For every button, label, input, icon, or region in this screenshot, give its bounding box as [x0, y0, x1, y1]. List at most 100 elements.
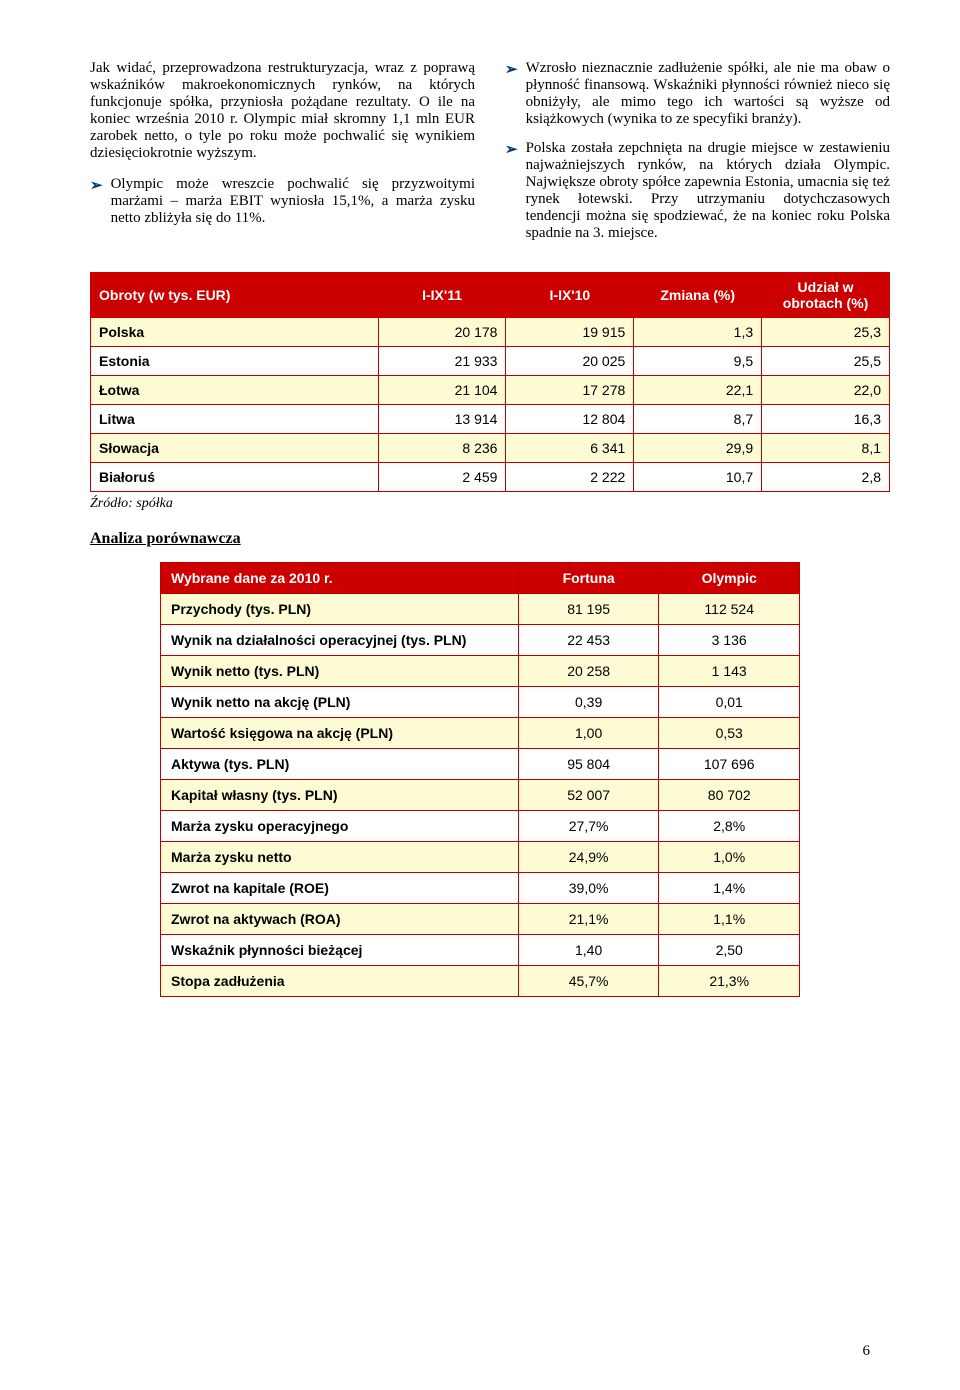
table-cell: 21 933	[378, 347, 506, 376]
table-row: Polska20 17819 9151,325,3	[91, 318, 890, 347]
table-cell: 8 236	[378, 434, 506, 463]
table-row: Wartość księgowa na akcję (PLN)1,000,53	[161, 718, 800, 749]
table-cell: 112 524	[659, 594, 800, 625]
table-cell: Zwrot na kapitale (ROE)	[161, 873, 519, 904]
table-row: Marża zysku operacyjnego27,7%2,8%	[161, 811, 800, 842]
table-row: Słowacja8 2366 34129,98,1	[91, 434, 890, 463]
table-cell: 17 278	[506, 376, 634, 405]
table-cell: Wynik na działalności operacyjnej (tys. …	[161, 625, 519, 656]
table-cell: 22 453	[518, 625, 659, 656]
bullet-text: Wzrosło nieznacznie zadłużenie spółki, a…	[526, 60, 890, 128]
table-cell: 95 804	[518, 749, 659, 780]
table-cell: 29,9	[634, 434, 762, 463]
revenue-table: Obroty (w tys. EUR) I-IX'11 I-IX'10 Zmia…	[90, 272, 890, 492]
table-cell: Marża zysku netto	[161, 842, 519, 873]
table-row: Stopa zadłużenia45,7%21,3%	[161, 966, 800, 997]
table-cell: Polska	[91, 318, 379, 347]
table-cell: 0,01	[659, 687, 800, 718]
bullet-item: ➢ Olympic może wreszcie pochwalić się pr…	[90, 176, 475, 227]
table-cell: 22,1	[634, 376, 762, 405]
table-header-cell: Wybrane dane za 2010 r.	[161, 563, 519, 594]
table-header-cell: I-IX'11	[378, 273, 506, 318]
table-cell: Litwa	[91, 405, 379, 434]
table-cell: Łotwa	[91, 376, 379, 405]
table-cell: 80 702	[659, 780, 800, 811]
table-cell: 12 804	[506, 405, 634, 434]
table-cell: 39,0%	[518, 873, 659, 904]
bullet-text: Polska została zepchnięta na drugie miej…	[526, 140, 890, 242]
table-cell: 1,4%	[659, 873, 800, 904]
table-cell: 6 341	[506, 434, 634, 463]
table-cell: 8,1	[762, 434, 890, 463]
table-cell: 1,1%	[659, 904, 800, 935]
table-row: Wskaźnik płynności bieżącej1,402,50	[161, 935, 800, 966]
arrow-icon: ➢	[505, 60, 518, 128]
table-cell: 81 195	[518, 594, 659, 625]
paragraph: Jak widać, przeprowadzona restrukturyzac…	[90, 60, 475, 162]
table-header-cell: Udział w obrotach (%)	[762, 273, 890, 318]
table-source: Źródło: spółka	[90, 496, 890, 512]
table-cell: 25,5	[762, 347, 890, 376]
table-cell: Przychody (tys. PLN)	[161, 594, 519, 625]
table-row: Estonia21 93320 0259,525,5	[91, 347, 890, 376]
bullet-text: Olympic może wreszcie pochwalić się przy…	[111, 176, 475, 227]
table-cell: 1 143	[659, 656, 800, 687]
table-row: Zwrot na aktywach (ROA)21,1%1,1%	[161, 904, 800, 935]
arrow-icon: ➢	[90, 176, 103, 227]
table-cell: 2,8	[762, 463, 890, 492]
table-header-cell: Obroty (w tys. EUR)	[91, 273, 379, 318]
table-cell: 22,0	[762, 376, 890, 405]
table-row: Wynik na działalności operacyjnej (tys. …	[161, 625, 800, 656]
table-cell: 21 104	[378, 376, 506, 405]
table-cell: 19 915	[506, 318, 634, 347]
arrow-icon: ➢	[505, 140, 518, 242]
table-cell: Białoruś	[91, 463, 379, 492]
bullet-item: ➢ Polska została zepchnięta na drugie mi…	[505, 140, 890, 242]
table-cell: 0,39	[518, 687, 659, 718]
table-cell: 45,7%	[518, 966, 659, 997]
table-cell: Aktywa (tys. PLN)	[161, 749, 519, 780]
table-cell: Wynik netto na akcję (PLN)	[161, 687, 519, 718]
table-cell: 20 025	[506, 347, 634, 376]
table-cell: 1,3	[634, 318, 762, 347]
table-row: Aktywa (tys. PLN)95 804107 696	[161, 749, 800, 780]
table-cell: 2,50	[659, 935, 800, 966]
table-cell: Wartość księgowa na akcję (PLN)	[161, 718, 519, 749]
right-column: ➢ Wzrosło nieznacznie zadłużenie spółki,…	[505, 60, 890, 254]
table-row: Wynik netto na akcję (PLN)0,390,01	[161, 687, 800, 718]
table-cell: 1,40	[518, 935, 659, 966]
table-cell: Wskaźnik płynności bieżącej	[161, 935, 519, 966]
table-cell: 20 258	[518, 656, 659, 687]
table-header-cell: Fortuna	[518, 563, 659, 594]
table-row: Łotwa21 10417 27822,122,0	[91, 376, 890, 405]
page-number: 6	[863, 1343, 871, 1360]
table-header-row: Obroty (w tys. EUR) I-IX'11 I-IX'10 Zmia…	[91, 273, 890, 318]
table-row: Kapitał własny (tys. PLN)52 00780 702	[161, 780, 800, 811]
table-cell: 2 222	[506, 463, 634, 492]
table-cell: 10,7	[634, 463, 762, 492]
table-cell: 0,53	[659, 718, 800, 749]
table-cell: 21,3%	[659, 966, 800, 997]
table-cell: 21,1%	[518, 904, 659, 935]
table-cell: Marża zysku operacyjnego	[161, 811, 519, 842]
table-row: Wynik netto (tys. PLN)20 2581 143	[161, 656, 800, 687]
bullet-item: ➢ Wzrosło nieznacznie zadłużenie spółki,…	[505, 60, 890, 128]
table-row: Marża zysku netto24,9%1,0%	[161, 842, 800, 873]
table-cell: Wynik netto (tys. PLN)	[161, 656, 519, 687]
table-cell: Estonia	[91, 347, 379, 376]
table-cell: 24,9%	[518, 842, 659, 873]
table-cell: 1,0%	[659, 842, 800, 873]
table-row: Przychody (tys. PLN)81 195112 524	[161, 594, 800, 625]
two-column-text: Jak widać, przeprowadzona restrukturyzac…	[90, 60, 890, 254]
table-header-cell: Olympic	[659, 563, 800, 594]
table-row: Białoruś2 4592 22210,72,8	[91, 463, 890, 492]
table-cell: Stopa zadłużenia	[161, 966, 519, 997]
table-cell: 52 007	[518, 780, 659, 811]
table-row: Litwa13 91412 8048,716,3	[91, 405, 890, 434]
table-cell: 1,00	[518, 718, 659, 749]
left-column: Jak widać, przeprowadzona restrukturyzac…	[90, 60, 475, 254]
table-cell: 3 136	[659, 625, 800, 656]
table-cell: Kapitał własny (tys. PLN)	[161, 780, 519, 811]
table-header-cell: Zmiana (%)	[634, 273, 762, 318]
table-header-cell: I-IX'10	[506, 273, 634, 318]
